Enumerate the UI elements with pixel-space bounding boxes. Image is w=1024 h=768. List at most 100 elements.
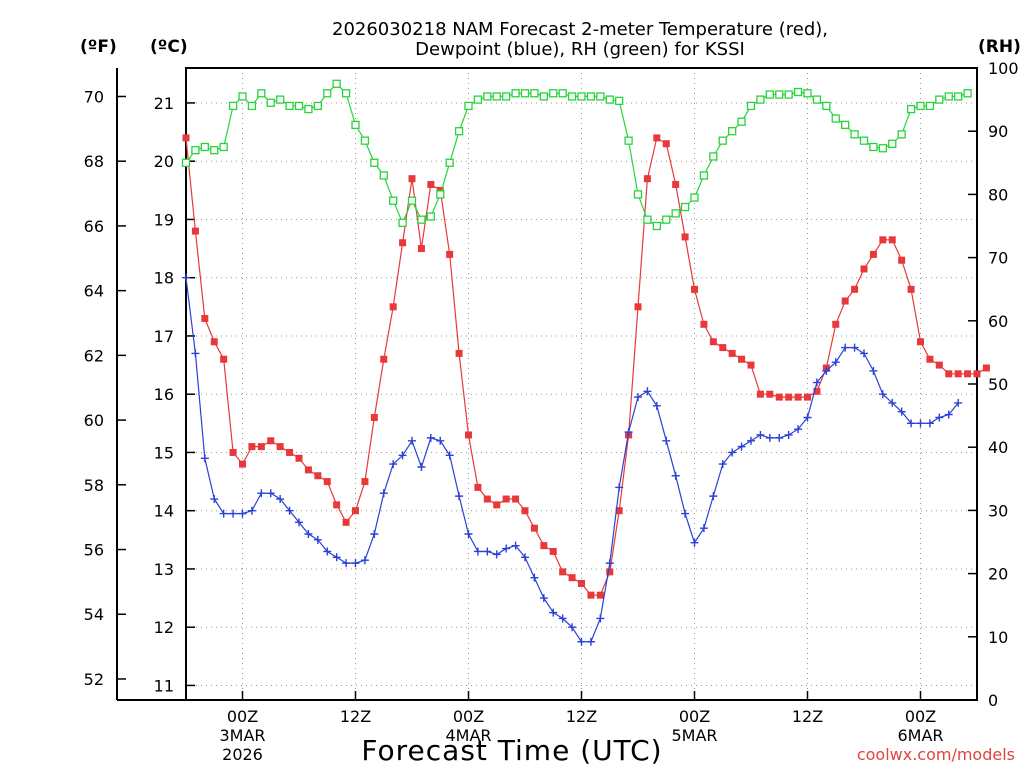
dewpoint-point xyxy=(784,430,793,439)
rh-point xyxy=(558,89,567,98)
dewpoint-point xyxy=(210,495,219,504)
dewpoint-point xyxy=(822,366,831,375)
celsius-tick-label: 14 xyxy=(154,502,174,521)
celsius-tick-label: 16 xyxy=(154,385,174,404)
rh-point xyxy=(407,196,417,205)
rh-point xyxy=(567,92,577,101)
fahrenheit-tick-label: 62 xyxy=(84,346,104,365)
rh-point xyxy=(464,101,473,111)
dewpoint-point xyxy=(502,544,511,553)
temperature-point xyxy=(841,297,849,305)
dewpoint-point xyxy=(681,509,690,518)
temperature-point xyxy=(549,547,557,555)
temperature-point xyxy=(210,338,218,346)
temperature-point xyxy=(775,393,783,401)
rh-point xyxy=(266,98,275,107)
dewpoint-point xyxy=(586,637,595,646)
temperature-point xyxy=(380,355,388,363)
temperature-point xyxy=(964,370,972,378)
temperature-point xyxy=(869,250,877,258)
temperature-point xyxy=(239,460,246,468)
dewpoint-point xyxy=(699,524,708,533)
rh-point xyxy=(784,90,793,99)
temperature-point xyxy=(973,370,981,378)
dewpoint-point xyxy=(323,547,332,556)
rh-point xyxy=(793,87,803,97)
dewpoint-point xyxy=(737,442,746,451)
dewpoint-point xyxy=(229,509,238,518)
rh-point xyxy=(709,152,718,161)
rh-point xyxy=(502,92,511,101)
temperature-point xyxy=(728,349,736,357)
temperature-point xyxy=(248,443,256,451)
temperature-point xyxy=(323,478,331,486)
rh-point xyxy=(530,89,539,98)
temperature-point xyxy=(257,443,265,451)
dewpoint-point xyxy=(860,349,868,358)
fahrenheit-tick-label: 66 xyxy=(84,217,104,236)
x-tick-label: 12Z xyxy=(340,707,371,726)
dewpoint-point xyxy=(389,460,398,469)
rh-point xyxy=(511,89,520,98)
dewpoint-point xyxy=(925,419,934,428)
dewpoint-point xyxy=(200,454,209,463)
rh-tick-label: 30 xyxy=(988,501,1008,520)
temperature-point xyxy=(568,574,576,582)
celsius-tick-label: 13 xyxy=(154,560,174,579)
rh-point xyxy=(294,101,304,111)
temperature-point xyxy=(860,265,868,273)
dewpoint-point xyxy=(869,366,878,375)
dewpoint-point xyxy=(417,463,426,472)
temperature-point xyxy=(898,256,906,264)
rh-point xyxy=(200,142,209,152)
rh-point xyxy=(878,144,887,153)
temperature-point xyxy=(578,580,585,588)
dewpoint-point xyxy=(266,489,275,498)
rh-tick-label: 50 xyxy=(988,375,1008,394)
fahrenheit-tick-label: 64 xyxy=(84,282,104,301)
dewpoint-point xyxy=(624,428,633,437)
x-tick-label: 00Z xyxy=(453,707,484,726)
rh-point xyxy=(756,95,765,104)
rh-point xyxy=(492,92,501,101)
rh-point xyxy=(859,136,869,145)
rh-point xyxy=(417,215,426,224)
rh-point xyxy=(341,89,351,98)
x-tick-label: 12Z xyxy=(566,707,597,726)
rh-point xyxy=(210,146,219,155)
rh-series xyxy=(181,79,972,231)
rh-point xyxy=(247,101,257,111)
dewpoint-point xyxy=(332,553,341,562)
temperature-point xyxy=(954,370,962,378)
rh-point xyxy=(332,79,341,88)
dewpoint-point xyxy=(850,343,859,352)
rh-point xyxy=(662,215,671,224)
rh-point xyxy=(633,190,643,199)
temperature-point xyxy=(907,285,915,293)
temperature-point xyxy=(935,361,943,369)
temperature-point xyxy=(738,355,746,363)
temperature-point xyxy=(879,236,887,244)
rh-point xyxy=(379,171,388,180)
rh-point xyxy=(426,212,435,221)
dewpoint-point xyxy=(182,273,190,282)
x-axis-label: Forecast Time (UTC) xyxy=(361,734,662,767)
dewpoint-point xyxy=(521,553,529,562)
dewpoint-point xyxy=(219,509,228,518)
fahrenheit-tick-label: 68 xyxy=(84,152,104,171)
temperature-point xyxy=(389,303,397,311)
x-tick-label: 00Z xyxy=(227,707,258,726)
rh-point xyxy=(831,114,840,123)
temperature-point xyxy=(653,134,661,142)
rh-point xyxy=(746,101,756,111)
dewpoint-point xyxy=(436,436,445,445)
celsius-tick-label: 20 xyxy=(154,152,174,171)
temperature-point xyxy=(446,250,454,258)
x-tick-date-label: 6MAR xyxy=(897,726,943,745)
dewpoint-point xyxy=(605,559,614,568)
temperature-point xyxy=(945,370,953,378)
celsius-tick-label: 21 xyxy=(154,94,174,113)
dewpoint-point xyxy=(765,433,774,442)
dewpoint-point xyxy=(313,535,322,544)
rh-tick-label: 0 xyxy=(988,691,998,710)
